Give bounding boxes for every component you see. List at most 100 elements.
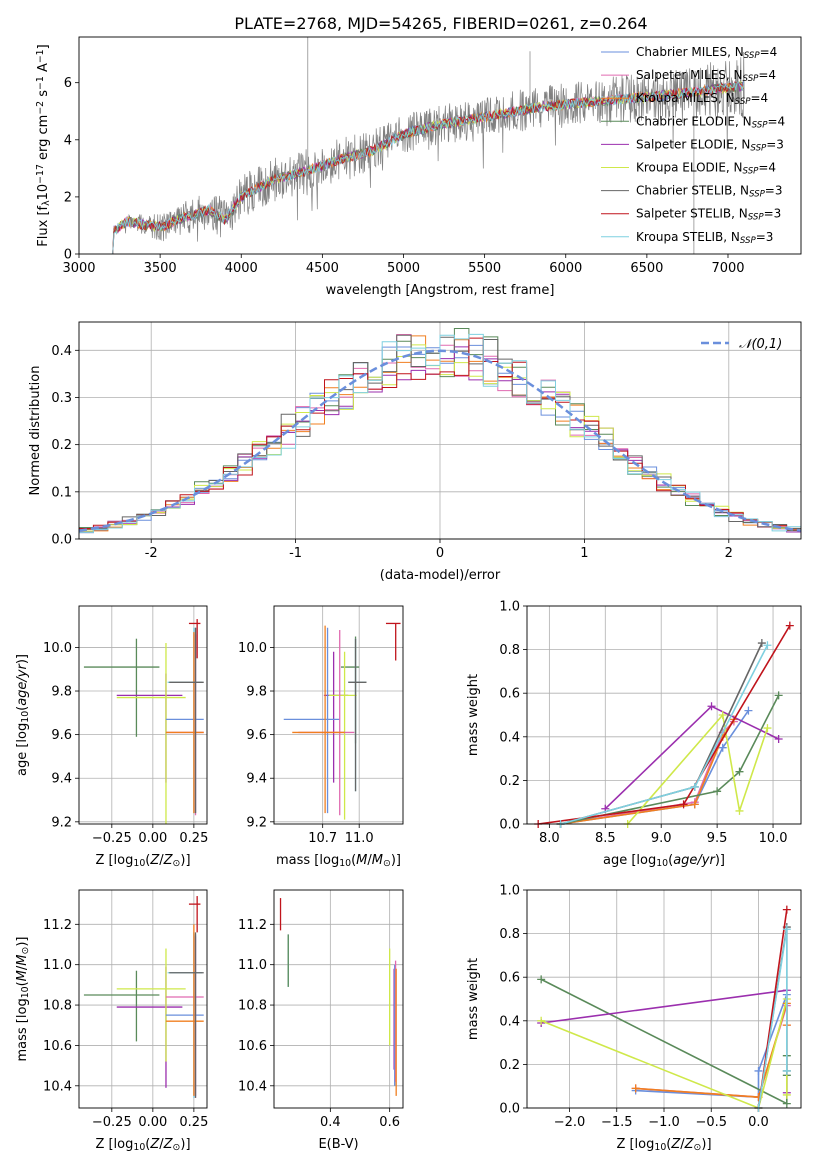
- y-tick-label: 10.4: [238, 1079, 267, 1094]
- legend-entry: Chabrier MILES, NSSP=4: [636, 45, 777, 61]
- x-axis-label: E(B-V): [318, 1137, 358, 1152]
- x-tick-label: 11.0: [345, 831, 374, 846]
- mass-vs-ebv-panel: 0.4 0.6 10.4 10.6 10.8 11.0 11.2 E(B-V): [238, 889, 404, 1152]
- y-tick-label: 10.0: [43, 641, 72, 656]
- series-marker: [782, 1090, 791, 1099]
- series-marker: [679, 800, 688, 809]
- spectrum-model-line: [111, 81, 745, 254]
- y-tick-label: 6: [64, 76, 72, 91]
- y-tick-label: 9.8: [51, 685, 72, 700]
- series-marker: [707, 702, 716, 711]
- series-marker: [690, 782, 699, 791]
- x-axis-label: Z [log10(Z/Z⊙)]: [95, 853, 190, 869]
- x-tick-label: −0.25: [92, 1115, 132, 1130]
- y-tick-label: 4: [64, 133, 72, 148]
- histogram-line: [79, 344, 801, 532]
- x-axis-label: (data-model)/error: [380, 568, 501, 583]
- weight-vs-Z-panel: −2.0 −1.5 −1.0 −0.5 0.0 0.0 0.2 0.4 0.6 0.8 1.0 mas…: [466, 884, 802, 1153]
- x-axis-label: Z [log10(Z/Z⊙)]: [616, 1137, 711, 1153]
- x-tick-label: 5500: [468, 261, 501, 276]
- y-tick-label: 0.0: [499, 818, 520, 833]
- y-tick-label: 10.8: [43, 999, 72, 1014]
- x-tick-label: −1.5: [601, 1115, 633, 1130]
- x-tick-label: 9.5: [707, 831, 728, 846]
- weight-vs-age-panel: 8.0 8.5 9.0 9.5 10.0 0.0 0.2 0.4 0.6 0.8 1.0 mass w…: [466, 600, 802, 869]
- age-vs-Z-panel: −0.25 0.00 0.25 9.2 9.4 9.6 9.8 10.0 Z [log10(Z/…: [15, 605, 208, 869]
- y-tick-label: 1.0: [499, 884, 520, 899]
- x-tick-label: 10.0: [759, 831, 788, 846]
- axes-frame: [273, 605, 404, 825]
- y-tick-label: 0.8: [499, 643, 520, 658]
- normal-curve: [78, 349, 802, 532]
- x-axis-label: mass [log10(M/M⊙)]: [276, 853, 401, 869]
- x-axis-label: wavelength [Angstrom, rest frame]: [326, 283, 555, 298]
- age-vs-mass-panel: 10.7 11.0 9.2 9.4 9.6 9.8 10.0 mass [log10(M/M⊙…: [238, 605, 404, 869]
- y-axis-label: Normed distribution: [28, 366, 43, 496]
- legend-entry: Kroupa MILES, NSSP=4: [636, 91, 768, 107]
- x-tick-label: 8.0: [539, 831, 560, 846]
- figure-title: PLATE=2768, MJD=54265, FIBERID=0261, z=0…: [234, 14, 647, 33]
- x-tick-label: −0.5: [695, 1115, 727, 1130]
- series-marker: [735, 806, 744, 815]
- x-tick-label: −1.0: [648, 1115, 680, 1130]
- series-marker: [718, 711, 727, 719]
- y-tick-label: 10.6: [43, 1039, 72, 1054]
- series-line: [604, 705, 779, 810]
- x-tick-label: 8.5: [595, 831, 616, 846]
- y-tick-label: 9.4: [246, 772, 267, 787]
- x-tick-label: -1: [289, 546, 302, 561]
- series-marker: [757, 639, 766, 648]
- y-tick-label: 11.0: [43, 958, 72, 973]
- legend-entry: Salpeter MILES, NSSP=4: [636, 68, 776, 84]
- x-tick-label: 5000: [387, 261, 420, 276]
- series-marker: [763, 724, 772, 733]
- spectrum-panel: 3000 3500 4000 4500 5000 5500 6000 6500 7000 0 2 4 6…: [35, 36, 802, 298]
- y-tick-label: 9.4: [51, 772, 72, 787]
- series-line: [560, 695, 780, 824]
- y-tick-label: 11.2: [238, 918, 267, 933]
- axes-frame: [78, 36, 802, 255]
- legend-entry: Salpeter STELIB, NSSP=3: [636, 207, 781, 223]
- y-tick-label: 0.6: [499, 971, 520, 986]
- y-axis-label: age [log10(age/yr)]: [15, 654, 31, 776]
- y-tick-label: 0.8: [499, 927, 520, 942]
- legend-entry: 𝒩(0,1): [739, 337, 782, 352]
- x-tick-label: −2.0: [554, 1115, 586, 1130]
- axes-frame: [526, 889, 802, 1109]
- series-marker: [718, 743, 727, 752]
- y-tick-label: 0: [64, 248, 72, 263]
- axes-frame: [526, 605, 802, 825]
- series-line: [560, 718, 735, 824]
- y-tick-label: 0.6: [499, 687, 520, 702]
- y-tick-label: 0.2: [499, 1058, 520, 1073]
- x-tick-label: 0.25: [179, 1115, 208, 1130]
- x-tick-label: 2: [725, 546, 733, 561]
- y-tick-label: 9.6: [246, 728, 267, 743]
- x-tick-label: 0.0: [748, 1115, 769, 1130]
- x-axis-label: age [log10(age/yr)]: [603, 853, 725, 869]
- x-tick-label: 0.00: [138, 1115, 167, 1130]
- x-axis-label: Z [log10(Z/Z⊙)]: [95, 1137, 190, 1153]
- x-tick-label: 3000: [62, 261, 95, 276]
- legend-entry: Salpeter ELODIE, NSSP=3: [636, 137, 784, 153]
- legend-entry: Chabrier ELODIE, NSSP=4: [636, 114, 785, 130]
- x-tick-label: 4500: [306, 261, 339, 276]
- y-tick-label: 10.4: [43, 1079, 72, 1094]
- residual-panel: -2 -1 0 1 2 0.0 0.1 0.2 0.3 0.4 𝒩(0,1) (data-model)…: [28, 321, 802, 583]
- y-tick-label: 0.0: [499, 1102, 520, 1117]
- series-marker: [782, 1099, 791, 1108]
- y-tick-label: 10.0: [238, 641, 267, 656]
- y-tick-label: 1.0: [499, 600, 520, 615]
- x-tick-label: 0.6: [379, 1115, 400, 1130]
- x-tick-label: 4000: [225, 261, 258, 276]
- y-tick-label: 0.1: [51, 485, 72, 500]
- series-line: [627, 713, 769, 824]
- legend-entry: Kroupa ELODIE, NSSP=4: [636, 161, 776, 177]
- x-tick-label: 0: [436, 546, 444, 561]
- y-axis-label: mass [log10(M/M⊙)]: [15, 937, 31, 1062]
- x-tick-label: 1: [580, 546, 588, 561]
- y-tick-label: 0.2: [51, 438, 72, 453]
- y-axis-label: Flux [fλ10−17 erg cm−2 s−1 A−1]: [35, 44, 52, 246]
- x-tick-label: 9.0: [651, 831, 672, 846]
- axes-frame: [78, 321, 802, 540]
